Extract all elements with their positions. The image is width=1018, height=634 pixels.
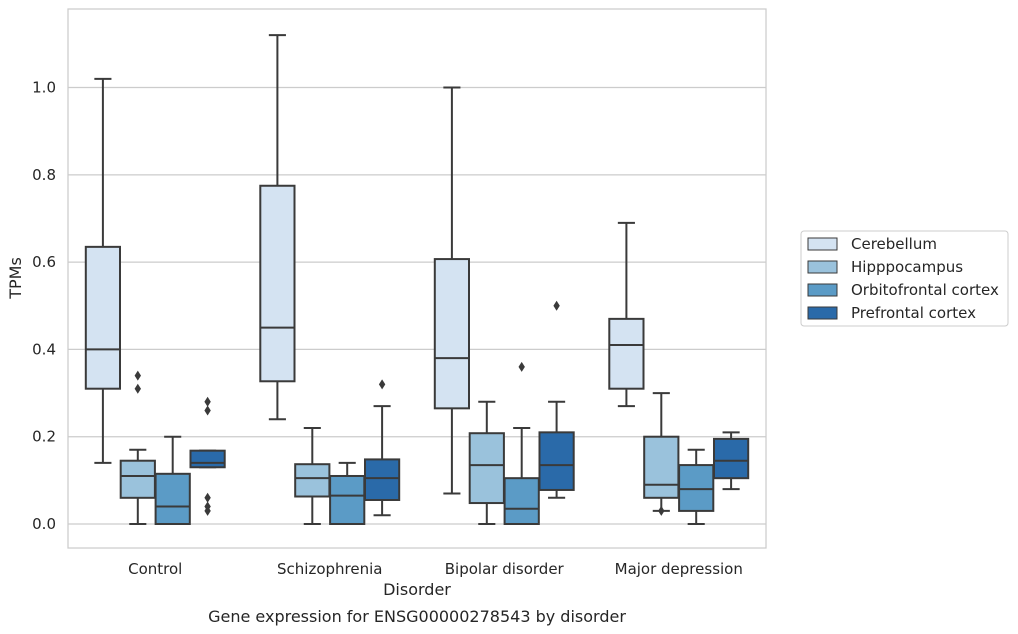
outlier-point — [204, 492, 211, 503]
box-group — [84, 77, 122, 464]
box — [119, 459, 156, 499]
box — [433, 258, 471, 410]
x-tick-label: Major depression — [615, 560, 743, 578]
box — [154, 472, 191, 525]
outlier-point — [378, 379, 386, 390]
legend-entry: Hipppocampus — [851, 258, 963, 276]
box — [259, 184, 296, 383]
legend-swatch — [807, 260, 838, 274]
legend-entry: Prefrontal cortex — [851, 304, 976, 322]
box — [329, 474, 366, 525]
box — [189, 449, 226, 469]
plot-frame — [67, 8, 767, 549]
box-group — [678, 448, 715, 525]
outlier-point — [134, 383, 141, 394]
box-group — [363, 379, 401, 517]
legend-entry: Cerebellum — [851, 235, 937, 253]
outlier-point — [553, 300, 560, 311]
outlier-point — [204, 396, 211, 407]
x-tick-labels: Control Schizophrenia Bipolar disorder Majo… — [128, 560, 743, 578]
outlier-point — [658, 505, 665, 516]
y-tick-label: 0.2 — [32, 428, 56, 446]
box — [363, 458, 401, 501]
box — [678, 464, 715, 512]
y-tick-label: 0.4 — [32, 340, 56, 358]
outlier-point — [518, 361, 525, 372]
legend-swatch — [807, 283, 838, 297]
box-group — [294, 426, 331, 525]
box-group — [608, 221, 645, 408]
y-tick-label: 0.8 — [32, 166, 56, 184]
outlier-point — [204, 405, 211, 416]
y-gridlines — [68, 86, 766, 525]
y-tick-label: 0.0 — [32, 515, 56, 533]
outlier-point — [204, 505, 211, 516]
legend-swatch — [807, 237, 838, 251]
y-tick-label: 1.0 — [32, 79, 56, 97]
box-group — [712, 431, 750, 491]
x-tick-label: Bipolar disorder — [445, 560, 565, 578]
box-group — [503, 361, 540, 525]
box — [468, 432, 505, 505]
box-group — [433, 86, 471, 495]
box — [84, 245, 122, 390]
figure-caption: Gene expression for ENSG00000278543 by d… — [208, 607, 626, 626]
box-group — [643, 392, 680, 516]
box-group — [329, 461, 366, 525]
box — [608, 317, 645, 390]
box-groups — [84, 34, 750, 525]
box-group — [259, 34, 296, 421]
box — [712, 437, 750, 480]
x-axis-label: Disorder — [383, 580, 451, 599]
y-tick-labels: 0.0 0.2 0.4 0.6 0.8 1.0 — [32, 79, 56, 533]
box-group — [189, 396, 226, 516]
y-tick-label: 0.6 — [32, 253, 56, 271]
box-group — [468, 400, 505, 525]
legend: Cerebellum Hipppocampus Orbitofrontal cort… — [800, 230, 1009, 327]
box — [538, 431, 575, 491]
legend-swatch — [807, 306, 838, 320]
legend-entry: Orbitofrontal cortex — [851, 281, 999, 299]
outlier-point — [134, 370, 141, 381]
box — [643, 435, 680, 499]
box — [294, 463, 331, 498]
box-group — [538, 300, 575, 499]
x-tick-label: Schizophrenia — [277, 560, 382, 578]
y-axis-label: TPMs — [6, 257, 25, 300]
box — [503, 477, 540, 525]
legend-frame — [800, 230, 1009, 327]
x-tick-label: Control — [128, 560, 182, 578]
box-group — [119, 370, 156, 525]
box-group — [154, 435, 191, 525]
